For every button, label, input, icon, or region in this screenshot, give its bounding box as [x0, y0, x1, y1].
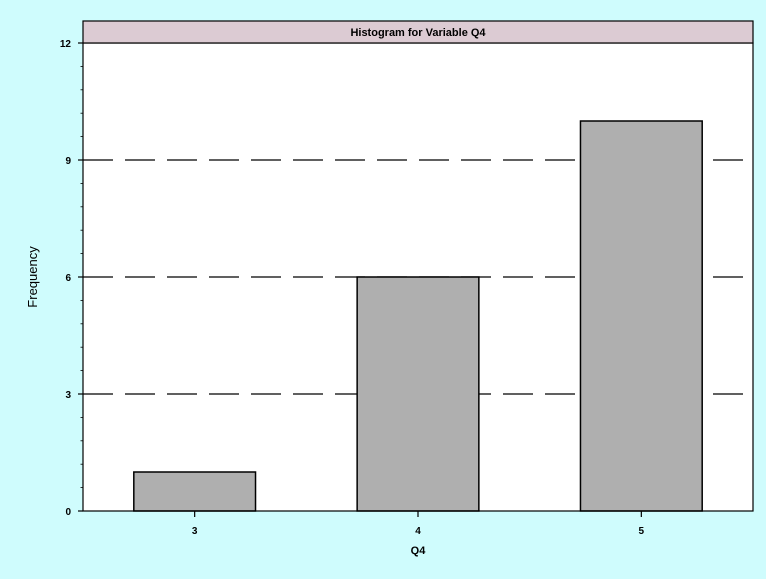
- y-tick-label-2: 6: [65, 273, 71, 284]
- y-axis: 0 3 6 9 12: [60, 39, 83, 518]
- x-tick-label-4: 4: [415, 526, 421, 537]
- title-bar: [82, 20, 754, 44]
- y-axis-label: Frequency: [25, 246, 40, 308]
- bar-3: [133, 471, 257, 512]
- chart-title: Histogram for Variable Q4: [350, 27, 486, 39]
- y-tick-label-1: 3: [65, 390, 71, 401]
- x-tick-label-5: 5: [639, 526, 645, 537]
- y-tick-label-4: 12: [60, 39, 72, 50]
- x-axis-label: Q4: [411, 545, 427, 557]
- y-tick-label-0: 0: [65, 507, 71, 518]
- bars: [133, 120, 703, 512]
- x-tick-label-3: 3: [192, 526, 198, 537]
- bar-5: [579, 120, 703, 512]
- y-tick-label-3: 9: [65, 156, 71, 167]
- x-axis: 3 4 5: [192, 511, 645, 537]
- bar-4: [356, 276, 480, 512]
